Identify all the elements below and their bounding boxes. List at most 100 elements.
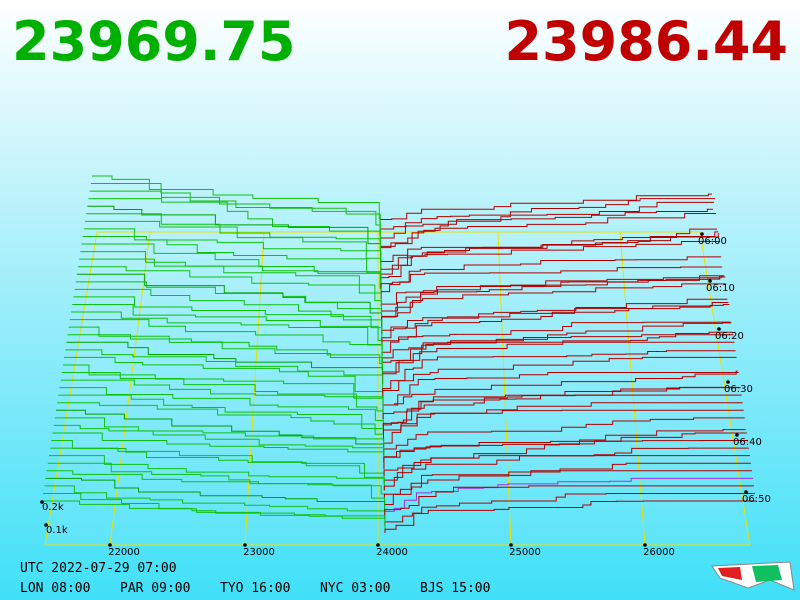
ask-depth	[383, 432, 747, 470]
ask-depth	[381, 321, 731, 356]
ask-depth	[381, 283, 727, 328]
bid-depth	[67, 334, 383, 377]
depth-lines	[42, 175, 756, 533]
bid-depth	[88, 198, 381, 250]
ask-depth	[382, 402, 743, 441]
ask-depth	[381, 298, 728, 335]
tick-dot	[40, 500, 44, 504]
ask-depth	[380, 275, 724, 307]
price-label: 25000	[509, 547, 541, 558]
ask-depth	[383, 417, 745, 455]
ask-depth	[384, 500, 756, 533]
bid-depth	[61, 372, 384, 413]
tick-dot	[744, 490, 748, 494]
ask-depth	[381, 302, 729, 342]
bid-depth	[47, 462, 385, 498]
ask-depth	[383, 440, 748, 477]
bid-depth	[72, 303, 383, 349]
bid-depth	[65, 349, 384, 392]
bid-depth	[82, 235, 382, 285]
tick-dot	[717, 327, 721, 331]
ask-depth	[384, 492, 755, 526]
bid-depth	[85, 220, 382, 271]
tick-dot	[509, 543, 513, 547]
bid-depth	[50, 447, 385, 484]
bid-depth	[57, 402, 384, 441]
bid-depth	[66, 341, 384, 385]
time-label: 06:10	[706, 283, 735, 294]
grid-line	[497, 231, 512, 546]
tick-dot	[108, 543, 112, 547]
time-label: 06:00	[698, 236, 727, 247]
bid-depth	[80, 251, 382, 299]
ask-depth	[381, 322, 732, 363]
ask-depth	[383, 455, 750, 491]
tick-dot	[243, 543, 247, 547]
city-time: NYC 03:00	[320, 581, 390, 596]
ask-depth	[379, 201, 715, 243]
bid-depth	[92, 175, 381, 228]
city-time: TYO 16:00	[220, 581, 290, 596]
ask-depth	[382, 356, 737, 399]
bid-depth	[89, 190, 381, 243]
tick-dot	[44, 523, 48, 527]
city-time: LON 08:00	[20, 581, 90, 596]
ask-depth	[384, 470, 752, 506]
bid-depth	[53, 424, 385, 463]
price-label: 22000	[108, 547, 140, 558]
bid-depth	[69, 319, 383, 363]
ask-depth	[381, 303, 730, 349]
time-label: 06:40	[733, 437, 762, 448]
tick-dot	[735, 433, 739, 437]
bid-depth	[54, 417, 385, 455]
bid-depth	[42, 500, 386, 533]
ask-price: 23986.44	[504, 10, 788, 73]
bid-depth	[68, 326, 383, 370]
ask-depth	[382, 370, 738, 406]
ask-depth	[380, 266, 723, 299]
bid-depth	[45, 477, 386, 512]
ask-depth	[379, 193, 712, 228]
ask-depth	[379, 213, 717, 257]
ask-depth	[383, 429, 746, 463]
bid-price: 23969.75	[12, 10, 296, 73]
ask-depth	[382, 386, 740, 420]
bid-depth	[81, 243, 382, 292]
glasses-icon	[711, 561, 795, 591]
bid-depth	[78, 266, 382, 314]
ask-depth	[383, 462, 751, 498]
bid-depth	[59, 387, 384, 427]
grid-line	[244, 231, 265, 546]
ask-depth	[381, 276, 726, 321]
ask-depth	[382, 341, 735, 385]
ask-depth	[382, 372, 739, 413]
tick-dot	[643, 543, 647, 547]
tick-dot	[700, 232, 704, 236]
bid-depth	[75, 281, 383, 328]
price-label: 26000	[643, 547, 675, 558]
bid-depth	[87, 205, 381, 257]
bid-depth	[74, 288, 383, 335]
bid-depth	[46, 470, 386, 505]
price-label: 23000	[243, 547, 275, 558]
ask-depth	[380, 231, 719, 271]
bid-depth	[86, 213, 382, 264]
bid-depth	[48, 455, 385, 491]
time-label: 06:30	[724, 384, 753, 395]
utc-time: UTC 2022-07-29 07:00	[20, 561, 177, 576]
depth-label: 0.2k	[42, 502, 64, 513]
ask-depth	[384, 485, 754, 519]
bid-depth	[60, 379, 384, 420]
bid-depth	[64, 356, 384, 399]
bid-depth	[62, 364, 384, 406]
ask-depth	[380, 241, 721, 285]
axis-labels: 22000 23000 24000 25000 26000 06:00 06:10 06:20…	[20, 232, 771, 596]
tick-dot	[376, 543, 380, 547]
tick-dot	[726, 380, 730, 384]
bid-depth	[79, 258, 382, 307]
bid-depth	[83, 228, 382, 278]
city-time: PAR 09:00	[120, 581, 190, 596]
bid-depth	[76, 273, 383, 321]
city-time: BJS 15:00	[420, 581, 490, 596]
